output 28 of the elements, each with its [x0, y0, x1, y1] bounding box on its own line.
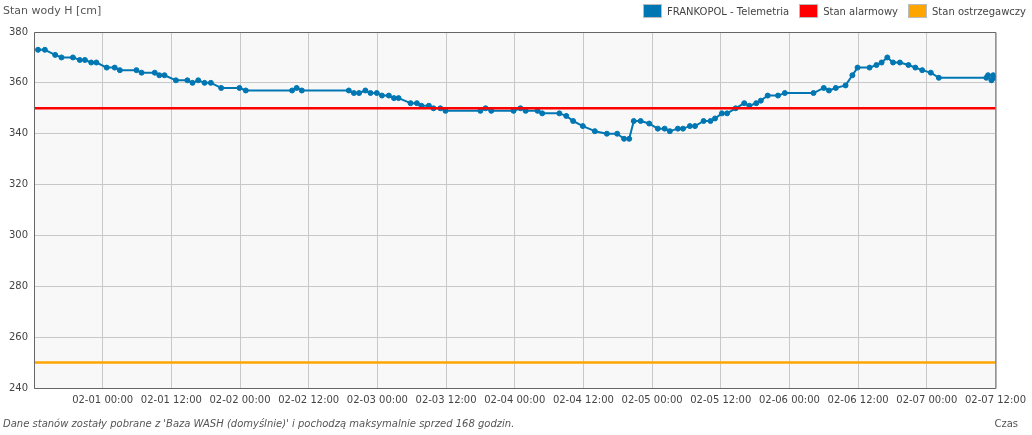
- x-tick-label: 02-03 00:00: [346, 393, 408, 405]
- legend-label: Stan alarmowy: [823, 5, 898, 17]
- x-tick-label: 02-05 12:00: [690, 393, 752, 405]
- x-axis-title: Czas: [994, 418, 1018, 429]
- y-tick-label: 340: [8, 127, 28, 139]
- text: Dane stanów zostały pobrane z 'Baza WASH (domyślnie)' i pochodzą maksymalnie sprzed 168 godzin.: [3, 418, 515, 429]
- x-tick-label: 02-01 00:00: [72, 393, 134, 405]
- legend-label: FRANKOPOL - Telemetria: [666, 5, 790, 17]
- legend-label: Stan ostrzegawczy: [932, 5, 1026, 17]
- x-tick-label: 02-02 12:00: [278, 393, 340, 405]
- y-tick-label: 240: [8, 381, 28, 393]
- x-tick-label: 02-04 12:00: [552, 393, 614, 405]
- y-tick-label: 280: [8, 279, 28, 291]
- x-tick-label: 02-07 12:00: [964, 393, 1026, 405]
- y-tick-label: 300: [8, 229, 28, 241]
- x-tick-label: 02-01 12:00: [140, 393, 202, 405]
- y-tick-label: 360: [8, 76, 28, 88]
- x-tick-label: 02-06 12:00: [827, 393, 889, 405]
- y-tick-label: 380: [8, 25, 28, 37]
- x-tick-label: 02-03 12:00: [415, 393, 477, 405]
- y-tick-label: 260: [8, 330, 28, 342]
- y-axis-title: Stan wody H [cm]: [3, 4, 102, 17]
- y-tick-label: 320: [8, 178, 28, 190]
- x-tick-label: 02-04 00:00: [484, 393, 546, 405]
- x-tick-label: 02-02 00:00: [209, 393, 271, 405]
- x-tick-label: 02-06 00:00: [758, 393, 820, 405]
- x-tick-label: 02-07 00:00: [896, 393, 958, 405]
- x-tick-label: 02-05 00:00: [621, 393, 683, 405]
